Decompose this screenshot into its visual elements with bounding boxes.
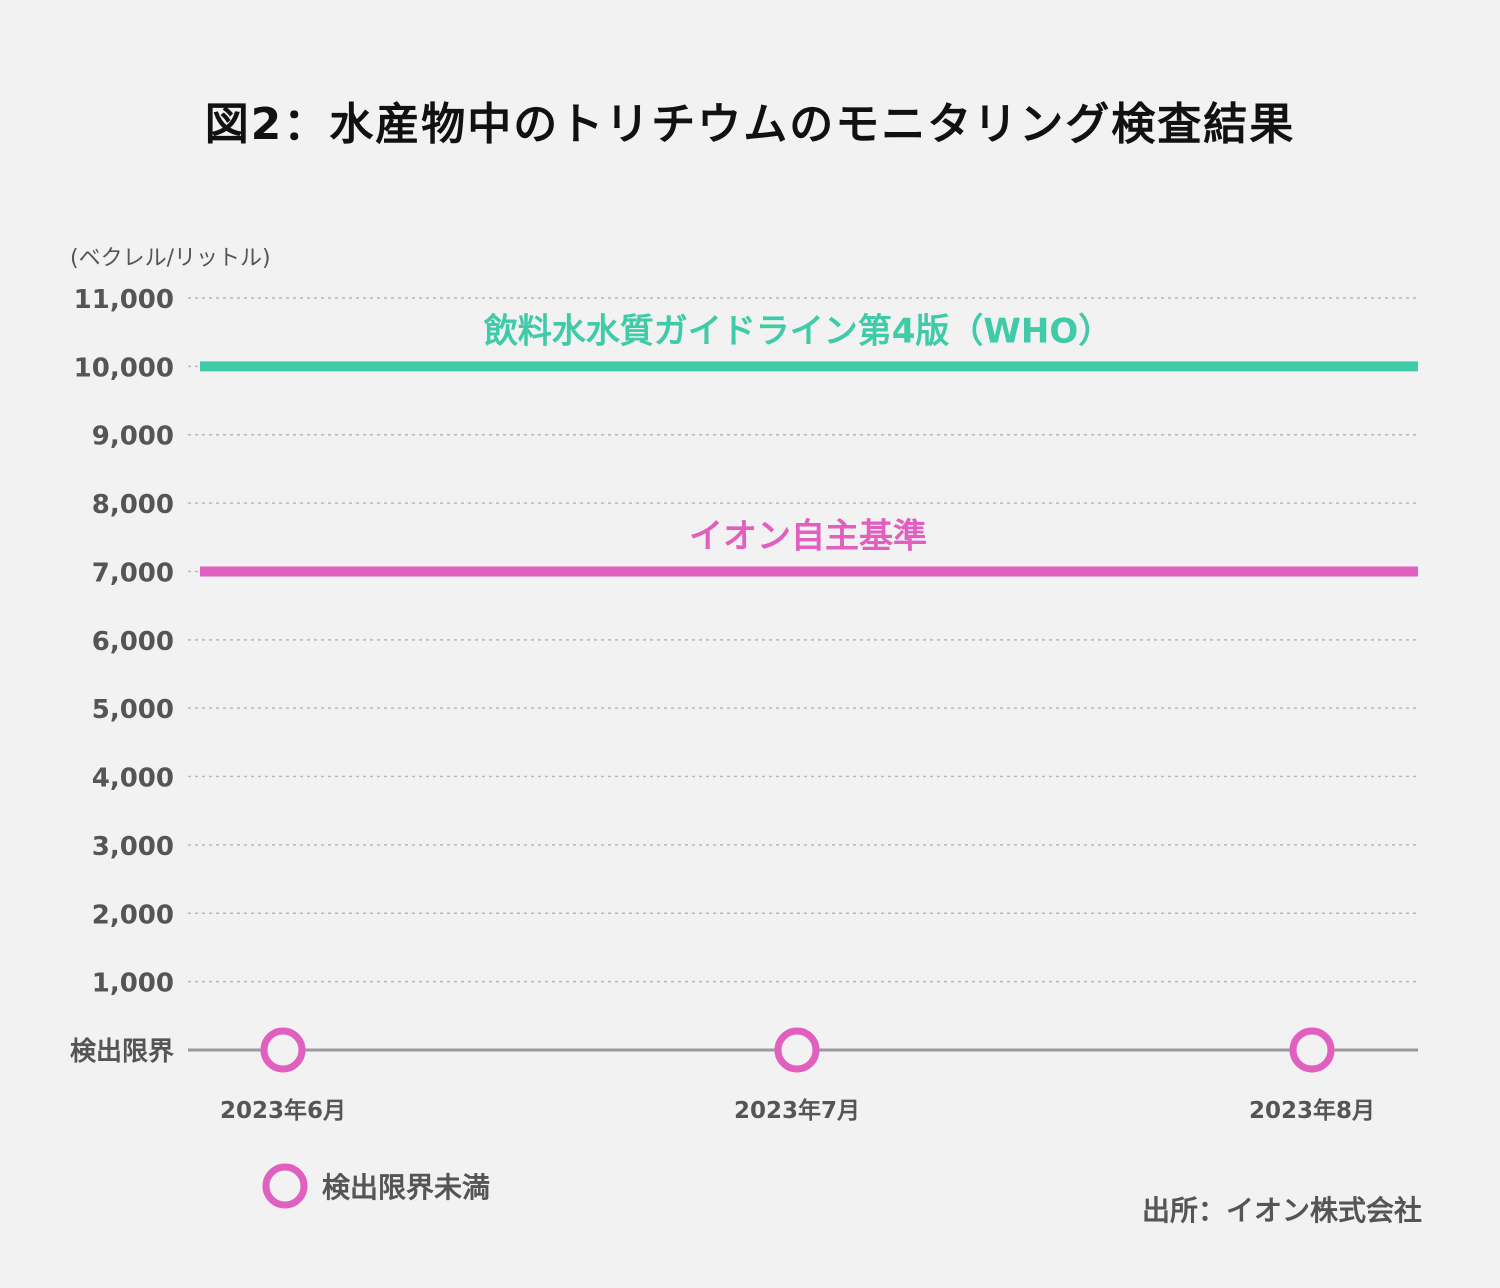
x-tick-label: 2023年7月 [734, 1097, 860, 1124]
y-tick-label: 8,000 [92, 490, 174, 520]
x-tick-labels: 2023年6月 2023年7月 2023年8月 [220, 1097, 1375, 1124]
legend-marker-circle [262, 1163, 308, 1209]
y-axis-unit-label: (ベクレル/リットル) [70, 246, 271, 271]
chart-title: 図2：水産物中のトリチウムのモニタリング検査結果 [204, 99, 1296, 150]
data-point [1289, 1027, 1335, 1073]
y-tick-label: 6,000 [92, 627, 174, 657]
y-tick-labels: 11,000 10,000 9,000 8,000 7,000 6,000 5,000 4,0… [70, 285, 174, 1067]
source-credit: 出所：イオン株式会社 [1142, 1194, 1422, 1227]
reference-lines: 飲料水水質ガイドライン第4版（WHO） イオン自主基準 [200, 311, 1418, 577]
y-tick-label: 1,000 [92, 969, 174, 999]
legend: 検出限界未満 [262, 1163, 490, 1209]
y-tick-label: 4,000 [92, 764, 174, 794]
legend-label: 検出限界未満 [322, 1171, 490, 1204]
reference-line-label: 飲料水水質ガイドライン第4版（WHO） [484, 311, 1113, 351]
data-points [260, 1027, 1335, 1073]
x-tick-label: 2023年8月 [1249, 1097, 1375, 1124]
data-point [260, 1027, 306, 1073]
x-tick-label: 2023年6月 [220, 1097, 346, 1124]
y-tick-label: 10,000 [74, 353, 174, 383]
y-tick-label: 2,000 [92, 900, 174, 930]
data-point [774, 1027, 820, 1073]
y-tick-label: 3,000 [92, 832, 174, 862]
y-tick-label: 5,000 [92, 695, 174, 725]
y-tick-label: 7,000 [92, 558, 174, 588]
y-tick-label: 11,000 [74, 285, 174, 315]
grid-layer [188, 297, 1418, 1052]
y-tick-label: 検出限界 [70, 1037, 174, 1067]
y-tick-label: 9,000 [92, 422, 174, 452]
reference-line-label: イオン自主基準 [689, 516, 927, 556]
